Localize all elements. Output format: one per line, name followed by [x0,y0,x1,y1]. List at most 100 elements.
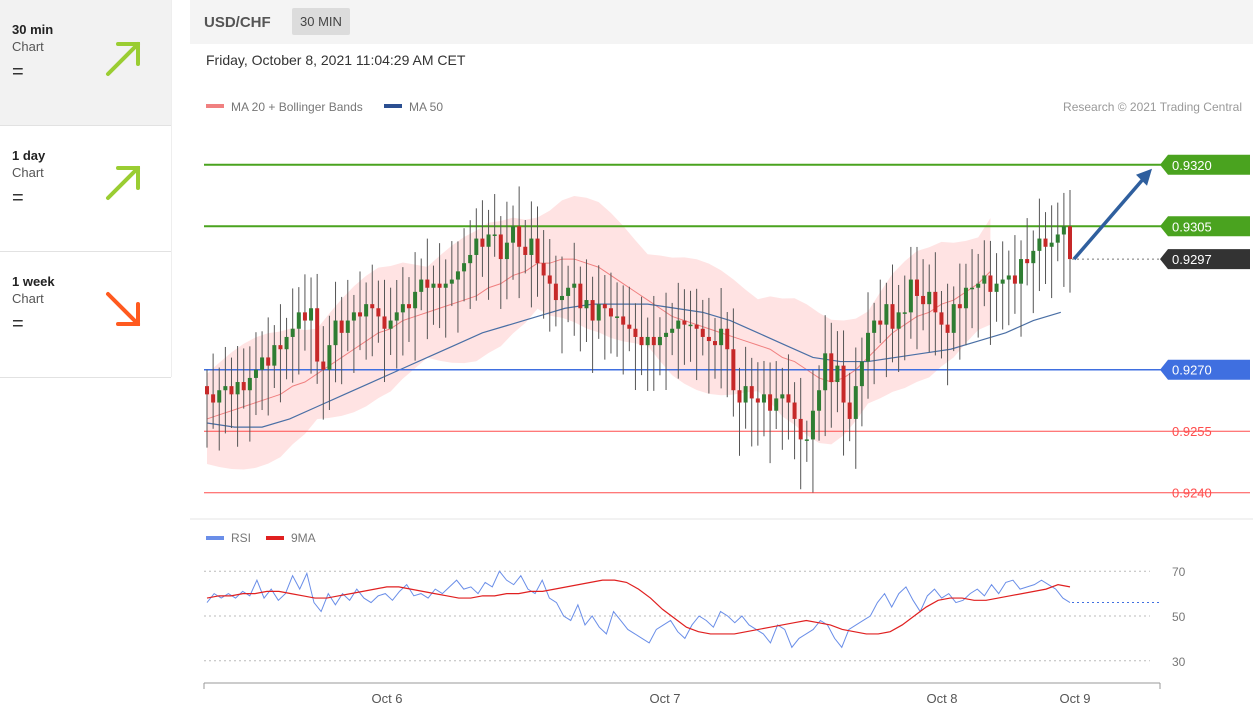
candle [670,302,675,356]
timeframe-subtitle: Chart [12,165,44,180]
timeframe-30min[interactable]: 30 min Chart = [0,0,171,126]
candle [853,347,858,469]
level-label: 0.9320 [1172,158,1212,173]
candle-body [853,386,858,419]
chart-canvas[interactable]: MA 20 + Bollinger Bands MA 50 Research ©… [190,0,1253,712]
timeframe-1week[interactable]: 1 week Chart = [0,252,171,378]
candle [1019,240,1024,337]
candle-body [266,357,271,366]
candle-body [664,332,669,337]
candle-body [761,394,766,403]
level-badge: 0.9270 [1160,359,1250,380]
level-badge: 0.9305 [1160,216,1250,237]
candle-body [370,304,375,309]
candle-body [1012,275,1017,284]
candle [290,288,295,383]
arrow-up-right-icon [106,42,140,76]
candle [780,367,785,450]
candle [945,283,950,386]
candle [994,253,999,322]
candle [1031,230,1036,314]
candle-body [474,238,479,255]
candle [1037,198,1042,292]
candle-body [914,279,919,296]
candle-body [431,283,436,288]
candle [205,369,209,448]
candle [866,292,871,399]
level-label: 0.9270 [1172,363,1212,378]
candle-body [859,361,864,387]
x-tick-label: Oct 7 [649,691,680,706]
candle [627,286,632,352]
candle-body [694,324,699,329]
candle [963,263,968,346]
candle [639,296,644,376]
legend-rsi-swatch [206,536,224,540]
candle [480,200,485,277]
candle [394,279,399,369]
candle-body [1025,259,1030,264]
candle [235,345,240,447]
candle-body [976,283,981,288]
candle-body [627,324,632,329]
candle [664,292,669,391]
candle [1061,192,1066,287]
candle [572,242,577,336]
candle [566,265,571,323]
candle [982,240,987,307]
candle [706,297,711,394]
candle-body [205,386,209,395]
candle [810,370,815,493]
candle-body [547,275,552,284]
candle [749,357,754,447]
candle [229,357,234,429]
timestamp: Friday, October 8, 2021 11:04:29 AM CET [206,52,466,68]
candle-body [884,304,889,325]
candle-body [382,316,387,329]
candle [217,367,222,451]
candle-body [278,345,283,350]
candle [578,266,583,352]
candle-body [523,246,528,255]
candle [523,220,528,274]
candle-body [1000,279,1005,284]
candle-body [413,291,418,309]
candle-body [829,353,834,383]
timeframe-status: = [12,187,24,209]
level-label: 0.9240 [1172,486,1212,501]
timeframe-title: 30 min [12,22,54,37]
candle-body [284,336,289,350]
candle [511,205,516,280]
forecast-arrow [1072,168,1152,261]
candle-body [847,402,852,419]
candle [333,281,338,383]
candle [676,282,681,379]
candle-body [774,398,779,411]
candle [976,253,981,338]
candle [253,332,258,416]
candle [713,318,718,379]
candle-body [602,304,607,309]
level-badge: 0.9320 [1160,154,1250,175]
candle [504,201,509,300]
candle-body [921,295,926,305]
candle-body [835,365,840,383]
currency-pair: USD/CHF [204,14,271,31]
candle-body [419,279,424,292]
candle [584,259,589,342]
candle-body [841,365,846,403]
candle [957,263,962,360]
arrow-up-right-icon [106,166,140,200]
timeframe-title: 1 day [12,148,46,163]
candle [1025,218,1030,286]
interval-button[interactable]: 30 MIN [292,8,350,35]
forecast-arrow-shaft [1072,174,1148,261]
timeframe-1day[interactable]: 1 day Chart = [0,126,171,252]
candle [657,317,662,376]
candle [896,284,901,373]
candle-body [351,312,356,321]
rsi-line [206,570,1071,649]
candle [517,186,522,299]
candle-body [670,328,675,333]
candle-body [933,291,938,313]
